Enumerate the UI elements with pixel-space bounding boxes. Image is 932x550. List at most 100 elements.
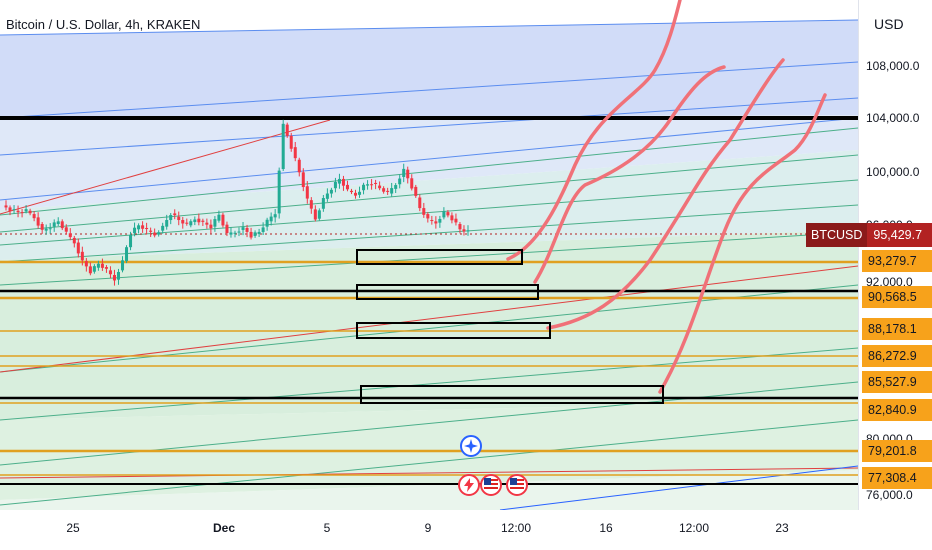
- currency-label[interactable]: USD: [874, 16, 904, 32]
- candle: [410, 174, 414, 191]
- us-flag-icon[interactable]: [480, 474, 502, 496]
- price-level-tag: 88,178.1: [862, 318, 932, 340]
- candle: [16, 205, 20, 218]
- candle-body: [145, 227, 149, 230]
- price-level-tag: 86,272.9: [862, 345, 932, 367]
- candle: [450, 212, 454, 224]
- candle: [116, 268, 120, 285]
- candle: [446, 210, 450, 218]
- candle: [76, 238, 80, 258]
- candle-body: [458, 224, 462, 230]
- candle: [157, 230, 161, 237]
- candle: [354, 189, 358, 199]
- us-flag-icon[interactable]: [506, 474, 528, 496]
- fan-line-blue: [0, 117, 858, 201]
- candle: [321, 194, 325, 212]
- candle: [153, 228, 157, 238]
- hand-drawn-arrow-curve: [533, 65, 726, 284]
- candle-body: [394, 185, 398, 189]
- candle: [100, 258, 104, 271]
- fan-line-green: [0, 231, 858, 286]
- star-event-icon[interactable]: [460, 435, 482, 457]
- candle: [141, 221, 145, 233]
- candle-body: [454, 218, 458, 223]
- candle-body: [297, 159, 301, 173]
- candle-body: [285, 124, 289, 136]
- candle: [434, 216, 438, 229]
- time-axis-label: 12:00: [500, 521, 532, 535]
- candle: [213, 216, 217, 232]
- hand-drawn-arrow-curve: [546, 58, 785, 330]
- candle-body: [12, 209, 16, 211]
- candle: [325, 188, 329, 202]
- symbol-title-text: Bitcoin / U.S. Dollar, 4h, KRAKEN: [6, 17, 201, 32]
- candle-body: [438, 218, 442, 223]
- candle: [418, 194, 422, 212]
- candle-body: [386, 190, 390, 192]
- price-axis-label: 76,000.0: [866, 488, 913, 502]
- candle: [189, 219, 193, 228]
- candle: [277, 167, 281, 219]
- candle-body: [141, 225, 145, 229]
- candle: [169, 213, 173, 225]
- candle-body: [398, 178, 402, 185]
- candle-body: [345, 184, 349, 190]
- price-axis-divider: [858, 0, 859, 510]
- candle-body: [4, 205, 8, 208]
- fan-fill-3: [0, 230, 858, 420]
- fan-line-green: [0, 284, 858, 373]
- candle: [177, 211, 181, 226]
- candle: [221, 212, 225, 228]
- candle: [362, 182, 366, 195]
- candle-body: [426, 214, 430, 219]
- candle: [422, 202, 426, 218]
- candle: [185, 218, 189, 226]
- candle: [382, 186, 386, 194]
- lightning-event-icon[interactable]: [458, 474, 480, 496]
- candle: [137, 223, 141, 234]
- candle-body: [137, 225, 141, 230]
- candle: [349, 188, 353, 195]
- candle-body: [24, 209, 28, 212]
- candle-body: [269, 216, 273, 222]
- candle-body: [221, 214, 225, 226]
- candle: [121, 256, 125, 273]
- candle: [181, 216, 185, 229]
- candle: [414, 184, 418, 198]
- candle-body: [92, 266, 96, 272]
- candle-body: [237, 231, 241, 233]
- symbol-title: Bitcoin / U.S. Dollar, 4h, KRAKEN: [6, 17, 200, 32]
- time-axis-label: 25: [66, 521, 80, 535]
- candle: [285, 122, 289, 138]
- fan-fill-2: [0, 150, 858, 260]
- candle-body: [36, 217, 40, 226]
- candle: [317, 208, 321, 221]
- red-trend-line: [0, 119, 331, 215]
- candle: [454, 213, 458, 226]
- candle: [390, 182, 394, 197]
- candle-body: [64, 227, 68, 232]
- time-axis-label: 23: [775, 521, 789, 535]
- candle: [40, 222, 44, 234]
- fan-line-blue: [499, 465, 858, 510]
- candle-body: [173, 213, 177, 216]
- fan-line-green: [0, 419, 858, 506]
- candle-body: [116, 271, 120, 280]
- price-level-tag: 93,279.7: [862, 250, 932, 272]
- candle-body: [165, 220, 169, 227]
- candle: [329, 187, 333, 198]
- candle: [438, 215, 442, 228]
- red-trend-line: [0, 467, 858, 479]
- candle-body: [233, 232, 237, 234]
- candle: [293, 141, 297, 162]
- candle: [32, 211, 36, 222]
- candle: [253, 230, 257, 238]
- candle-body: [121, 260, 125, 271]
- candle-body: [273, 214, 277, 218]
- candle: [24, 205, 28, 214]
- candle-body: [277, 170, 281, 214]
- candle-body: [293, 147, 297, 159]
- fan-line-green: [0, 204, 858, 263]
